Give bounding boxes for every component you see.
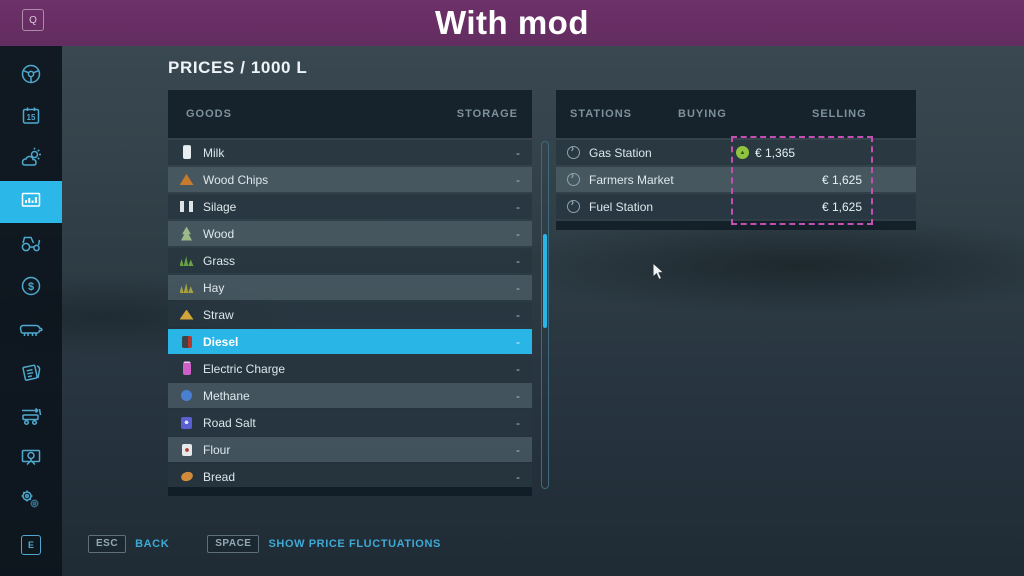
- electric-charge-icon: [179, 361, 194, 376]
- goods-list-footer: [168, 487, 532, 496]
- sidebar-item-help[interactable]: E: [0, 524, 62, 566]
- animals-icon: [17, 317, 45, 346]
- wood-icon: [179, 226, 194, 241]
- price-trend-up-icon: [736, 146, 749, 159]
- milk-icon: [179, 145, 194, 160]
- station-marker-icon: [567, 143, 580, 159]
- mouse-cursor-icon: [652, 261, 666, 287]
- banner-title: With mod: [435, 4, 589, 41]
- back-label: BACK: [135, 538, 170, 550]
- weather-icon: [18, 146, 44, 175]
- buying-price-cell: € 1,365: [736, 146, 806, 160]
- silage-icon: [179, 199, 194, 214]
- station-marker-icon: [567, 197, 580, 213]
- diesel-icon: [179, 334, 194, 349]
- svg-text:15: 15: [27, 113, 36, 122]
- buying-column-header: BUYING: [678, 108, 727, 120]
- sidebar-item-vehicles[interactable]: [0, 224, 62, 266]
- goods-row-diesel-selected[interactable]: Diesel -: [168, 329, 532, 354]
- esc-keycap: ESC: [88, 535, 127, 553]
- svg-text:$: $: [28, 281, 34, 293]
- selling-price-cell: € 1,625: [821, 172, 862, 187]
- sidebar-item-statistics[interactable]: [0, 181, 62, 223]
- road-salt-icon: [179, 415, 194, 430]
- mods-icon: [18, 487, 44, 516]
- selling-price-cell: € 1,625: [821, 199, 862, 214]
- sidebar-item-animals[interactable]: [0, 310, 62, 352]
- goods-row-methane[interactable]: Methane -: [168, 383, 532, 408]
- sidebar-item-vehicle-overview[interactable]: [0, 55, 62, 97]
- goods-row-wood[interactable]: Wood -: [168, 221, 532, 246]
- goods-scrollbar[interactable]: [541, 141, 549, 489]
- goods-list: Milk - Wood Chips - Silage - Wood - Grass - H…: [168, 140, 532, 489]
- goods-row-wood-chips[interactable]: Wood Chips -: [168, 167, 532, 192]
- stations-list: Gas Station € 1,365 Farmers Market € 1,6…: [556, 140, 916, 219]
- goods-row-road-salt[interactable]: Road Salt -: [168, 410, 532, 435]
- finances-icon: $: [19, 274, 43, 303]
- sidebar-item-contracts[interactable]: [0, 353, 62, 395]
- goods-table-header: GOODS STORAGE: [168, 90, 532, 138]
- steering-wheel-icon: [19, 62, 43, 91]
- station-row-farmers-market[interactable]: Farmers Market € 1,625: [556, 167, 916, 192]
- bread-icon: [179, 469, 194, 484]
- goods-row-silage[interactable]: Silage -: [168, 194, 532, 219]
- storage-column-header: STORAGE: [456, 108, 518, 120]
- sidebar-item-finances[interactable]: $: [0, 267, 62, 309]
- flour-icon: [179, 442, 194, 457]
- goods-row-bread[interactable]: Bread -: [168, 464, 532, 489]
- e-key-badge: E: [21, 535, 41, 555]
- price-fluctuations-hint[interactable]: SPACE SHOW PRICE FLUCTUATIONS: [207, 535, 441, 553]
- selling-column-header: SELLING: [812, 108, 867, 120]
- sidebar-item-weather[interactable]: [0, 139, 62, 181]
- map-icon: [18, 445, 44, 474]
- top-banner: Q With mod: [0, 0, 1024, 46]
- statistics-icon: [19, 188, 43, 217]
- space-keycap: SPACE: [207, 535, 260, 553]
- station-row-gas-station[interactable]: Gas Station € 1,365: [556, 140, 916, 165]
- goods-row-electric-charge[interactable]: Electric Charge -: [168, 356, 532, 381]
- sidebar-item-calendar[interactable]: 15: [0, 97, 62, 139]
- sidebar-item-map[interactable]: [0, 438, 62, 480]
- back-hint[interactable]: ESC BACK: [88, 535, 169, 553]
- goods-column-header: GOODS: [186, 108, 232, 120]
- footer-hints: ESC BACK SPACE SHOW PRICE FLUCTUATIONS: [88, 535, 441, 553]
- goods-row-milk[interactable]: Milk -: [168, 140, 532, 165]
- station-row-fuel-station[interactable]: Fuel Station € 1,625: [556, 194, 916, 219]
- goods-row-flour[interactable]: Flour -: [168, 437, 532, 462]
- calendar-icon: 15: [19, 104, 43, 133]
- sidebar-item-production[interactable]: [0, 396, 62, 438]
- stations-column-header: STATIONS: [570, 108, 632, 120]
- stations-table-header: STATIONS BUYING SELLING: [556, 90, 916, 138]
- vehicles-icon: [18, 231, 44, 260]
- methane-icon: [179, 388, 194, 403]
- hay-icon: [179, 280, 194, 295]
- station-marker-icon: [567, 170, 580, 186]
- grass-icon: [179, 253, 194, 268]
- page-title: PRICES / 1000 L: [168, 58, 308, 77]
- price-fluctuations-label: SHOW PRICE FLUCTUATIONS: [268, 538, 441, 550]
- menu-sidebar: 15 $ E: [0, 46, 62, 576]
- wood-chips-icon: [179, 172, 194, 187]
- goods-row-grass[interactable]: Grass -: [168, 248, 532, 273]
- straw-icon: [179, 307, 194, 322]
- stations-list-footer: [556, 221, 916, 230]
- goods-scrollbar-thumb[interactable]: [543, 234, 547, 328]
- goods-row-hay[interactable]: Hay -: [168, 275, 532, 300]
- goods-row-straw[interactable]: Straw -: [168, 302, 532, 327]
- sidebar-item-mods[interactable]: [0, 480, 62, 522]
- production-icon: [18, 403, 44, 432]
- hotkey-badge: Q: [22, 9, 44, 31]
- contracts-icon: [18, 360, 44, 389]
